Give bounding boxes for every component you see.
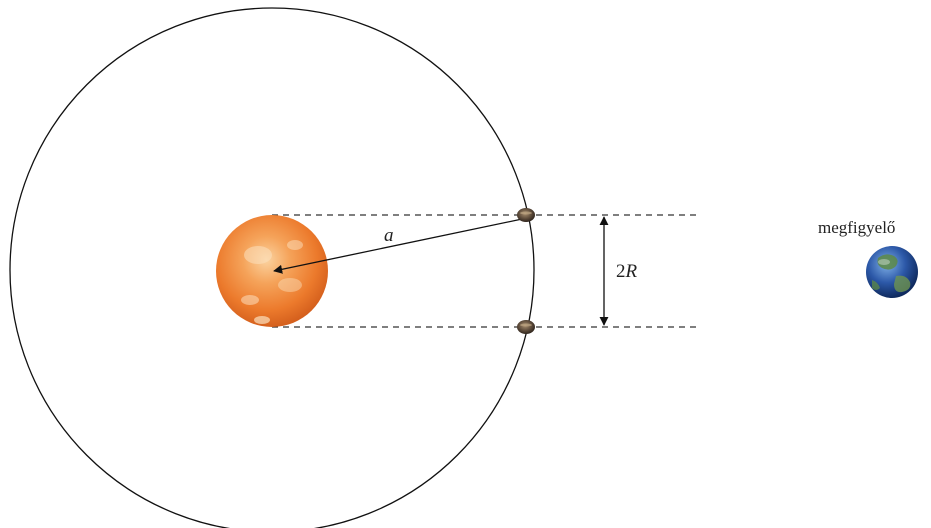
earth-icon <box>866 246 918 298</box>
semi-major-axis-label: a <box>384 225 394 246</box>
sun-icon <box>216 215 328 327</box>
planet-icon <box>517 320 535 334</box>
orbit-circle <box>9 7 535 528</box>
semi-major-axis-arrow <box>273 217 528 274</box>
observer-label: megfigyelő <box>818 218 895 237</box>
transit-width-label: 2R <box>616 261 638 282</box>
planet-icon <box>517 208 535 222</box>
